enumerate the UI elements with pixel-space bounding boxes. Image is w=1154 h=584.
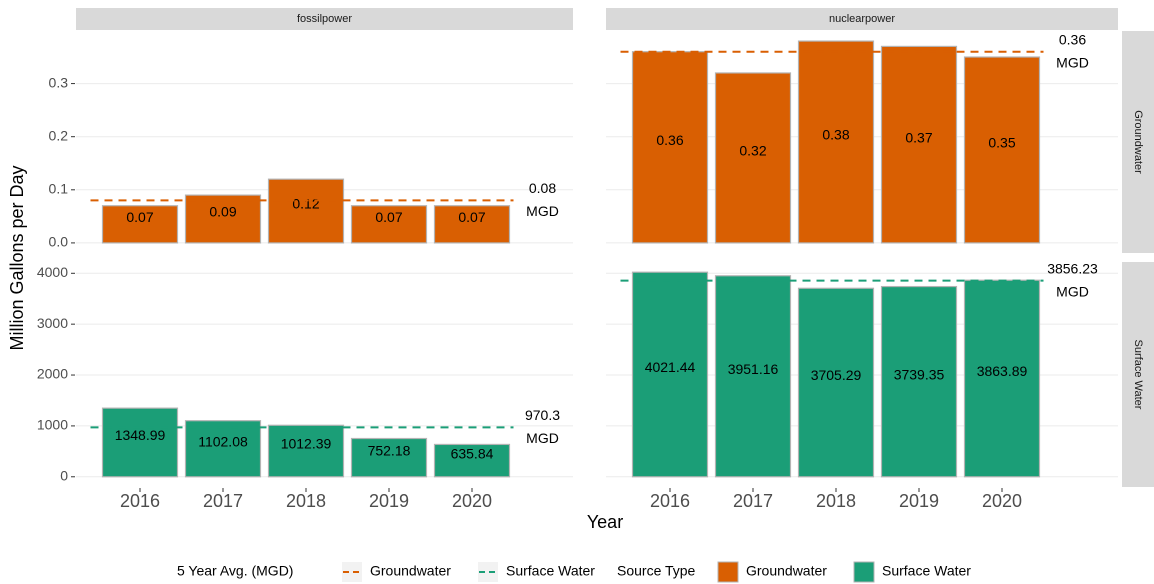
x-tick-label: 2016 [650,491,690,511]
x-tick-label: 2020 [452,491,492,511]
legend-swatch [717,561,739,583]
bar [350,437,428,478]
bar [880,45,958,244]
bar-label: 4021.44 [645,359,696,375]
legend-key-bg [478,562,498,582]
facet-strip [1122,262,1154,487]
bar-label: 0.37 [905,129,932,145]
x-tick-label: 2017 [733,491,773,511]
facet-label: nuclearpower [829,13,895,25]
y-tick-label: 0 [60,467,68,483]
facet-label: Surface Water [1132,340,1144,410]
legend-label: Groundwater [370,563,451,579]
y-tick-label: 4000 [37,264,68,280]
x-tick-label: 2016 [120,491,160,511]
legend-swatch [853,561,875,583]
bar-label: 0.07 [126,209,153,225]
x-tick-label: 2019 [369,491,409,511]
bar [631,271,709,478]
legend-title: 5 Year Avg. (MGD) [177,563,293,579]
bar-label: 752.18 [368,442,411,458]
bar-label: 3705.29 [811,367,862,383]
bar-label: 1012.39 [281,436,332,452]
bar-label: 0.07 [375,209,402,225]
bar [963,279,1041,478]
bar-label: 1102.08 [198,433,248,449]
bar-label: 0.35 [988,135,1015,151]
bar [797,287,875,478]
bar-label: 3739.35 [894,366,945,382]
y-tick-label: 2000 [37,366,68,382]
bar-label: 3863.89 [977,363,1028,379]
y-tick-label: 0.1 [49,181,69,197]
bar-label: 0.12 [292,196,319,212]
legend-key-bg [342,562,362,582]
y-tick-label: 0.0 [49,234,69,250]
bar-label: 3951.16 [728,361,779,377]
bar [433,443,511,478]
average-label: 970.3 [525,407,560,423]
legend-label: Groundwater [746,563,827,579]
legend-label: Surface Water [506,563,595,579]
bar-label: 0.36 [656,132,683,148]
bar-label: 1348.99 [115,427,166,443]
bar-label: 0.09 [209,204,236,220]
x-tick-label: 2017 [203,491,243,511]
average-label: 3856.23 [1047,260,1098,276]
average-label: 0.36 [1059,31,1086,47]
legend-label: Surface Water [882,563,971,579]
bar [101,205,179,244]
x-tick-label: 2018 [286,491,326,511]
x-tick-label: 2020 [982,491,1022,511]
average-label: MGD [526,203,559,219]
bar [433,205,511,244]
bar [714,275,792,478]
y-tick-label: 3000 [37,315,68,331]
bar [714,72,792,244]
bar-label: 635.84 [451,445,494,461]
bar [101,407,179,478]
y-tick-label: 0.2 [49,127,69,143]
facet-label: Groundwater [1132,110,1144,174]
average-label: MGD [1056,283,1089,299]
bar [797,40,875,244]
bar [184,194,262,244]
facet-label: fossilpower [297,13,352,25]
x-tick-label: 2018 [816,491,856,511]
y-tick-label: 0.3 [49,74,69,90]
bar [267,424,345,478]
y-tick-label: 1000 [37,417,68,433]
average-label: 0.08 [529,180,556,196]
facet-strip [606,8,1118,30]
average-label: MGD [526,430,559,446]
legend-title: Source Type [617,563,696,579]
bar-label: 0.32 [739,143,766,159]
bar [267,178,345,244]
bar [880,285,958,478]
facet-strip [1122,31,1154,253]
bar [350,205,428,244]
x-axis-title: Year [587,512,623,532]
bar [184,420,262,478]
facet-strip [76,8,573,30]
average-label: MGD [1056,54,1089,70]
bar [963,56,1041,244]
bar-label: 0.07 [458,209,485,225]
x-tick-label: 2019 [899,491,939,511]
bar-label: 0.38 [822,127,849,143]
y-axis-title: Million Gallons per Day [7,165,27,350]
